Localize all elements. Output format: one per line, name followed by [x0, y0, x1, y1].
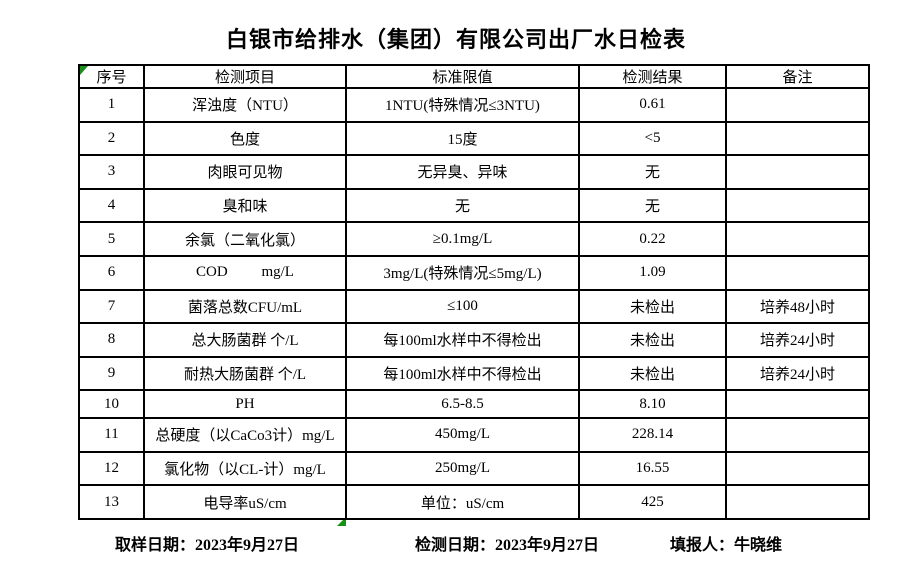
- cell-result: 无: [578, 187, 727, 224]
- cell-result: 0.22: [578, 221, 727, 257]
- cell-remark: [725, 389, 870, 420]
- cell-remark: [725, 254, 870, 291]
- cell-limit: 250mg/L: [345, 450, 580, 487]
- cell-limit: 6.5-8.5: [345, 389, 580, 420]
- table-row: 8 总大肠菌群 个/L 每100ml水样中不得检出 未检出 培养24小时: [78, 322, 870, 358]
- cell-remark: [725, 417, 870, 453]
- cell-limit: 450mg/L: [345, 417, 580, 453]
- cell-remark: 培养24小时: [725, 355, 870, 392]
- cell-item: 电导率uS/cm: [143, 484, 347, 520]
- cell-limit: 3mg/L(特殊情况≤5mg/L): [345, 254, 580, 291]
- header-row: 序号 检测项目 标准限值 检测结果 备注: [78, 64, 870, 89]
- cell-item: 菌落总数CFU/mL: [143, 288, 347, 325]
- cell-item: 臭和味: [143, 187, 347, 224]
- cell-item: 肉眼可见物: [143, 154, 347, 190]
- cell-index: 1: [78, 87, 145, 123]
- green-bottom-marker-icon: [337, 517, 346, 526]
- cell-result: 8.10: [578, 389, 727, 420]
- cell-limit: 每100ml水样中不得检出: [345, 322, 580, 358]
- table-row: 10 PH 6.5-8.5 8.10: [78, 389, 870, 420]
- cell-remark: [725, 154, 870, 190]
- cell-limit: 每100ml水样中不得检出: [345, 355, 580, 392]
- table-body: 1 浑浊度（NTU） 1NTU(特殊情况≤3NTU) 0.61 2 色度 15度 <5 3 肉眼可…: [78, 87, 870, 520]
- test-date-label: 检测日期：2023年9月27日: [415, 537, 600, 554]
- cell-remark: 培养24小时: [725, 322, 870, 358]
- cell-result: 425: [578, 484, 727, 520]
- table-row: 1 浑浊度（NTU） 1NTU(特殊情况≤3NTU) 0.61: [78, 87, 870, 123]
- cell-item: 色度: [143, 120, 347, 157]
- column-header-item: 检测项目: [143, 64, 347, 89]
- cell-index: 2: [78, 120, 145, 157]
- reporter-label: 填报人：牛晓维: [670, 537, 783, 554]
- cell-result: 未检出: [578, 355, 727, 392]
- cell-limit: ≤100: [345, 288, 580, 325]
- cell-remark: [725, 187, 870, 224]
- page-title: 白银市给排水（集团）有限公司出厂水日检表: [225, 27, 686, 52]
- cell-item: 总硬度（以CaCo3计）mg/L: [143, 417, 347, 453]
- table-row: 7 菌落总数CFU/mL ≤100 未检出 培养48小时: [78, 288, 870, 325]
- table-row: 12 氯化物（以CL-计）mg/L 250mg/L 16.55: [78, 450, 870, 487]
- cell-result: 未检出: [578, 288, 727, 325]
- cell-item: 氯化物（以CL-计）mg/L: [143, 450, 347, 487]
- cell-item: 浑浊度（NTU）: [143, 87, 347, 123]
- cell-result: <5: [578, 120, 727, 157]
- cell-index: 8: [78, 322, 145, 358]
- cell-item: PH: [143, 389, 347, 420]
- cell-remark: [725, 87, 870, 123]
- table-row: 5 余氯（二氧化氯） ≥0.1mg/L 0.22: [78, 221, 870, 257]
- cell-index: 11: [78, 417, 145, 453]
- column-header-limit: 标准限值: [345, 64, 580, 89]
- column-header-result: 检测结果: [578, 64, 727, 89]
- cell-remark: [725, 120, 870, 157]
- cell-item: COD mg/L: [143, 254, 347, 291]
- column-header-remark: 备注: [725, 64, 870, 89]
- cell-result: 228.14: [578, 417, 727, 453]
- cell-index: 4: [78, 187, 145, 224]
- cell-limit: 无异臭、异味: [345, 154, 580, 190]
- cell-limit: 1NTU(特殊情况≤3NTU): [345, 87, 580, 123]
- cell-index: 13: [78, 484, 145, 520]
- cell-index: 5: [78, 221, 145, 257]
- cell-index: 10: [78, 389, 145, 420]
- cell-limit: 无: [345, 187, 580, 224]
- table-header: 序号 检测项目 标准限值 检测结果 备注: [78, 64, 870, 89]
- table-row: 11 总硬度（以CaCo3计）mg/L 450mg/L 228.14: [78, 417, 870, 453]
- cell-item: 余氯（二氧化氯）: [143, 221, 347, 257]
- cell-limit: 15度: [345, 120, 580, 157]
- cell-remark: [725, 484, 870, 520]
- cell-index: 9: [78, 355, 145, 392]
- cell-limit: 单位：uS/cm: [345, 484, 580, 520]
- cell-remark: [725, 450, 870, 487]
- cell-index: 12: [78, 450, 145, 487]
- table-row: 2 色度 15度 <5: [78, 120, 870, 157]
- cell-index: 7: [78, 288, 145, 325]
- cell-index: 6: [78, 254, 145, 291]
- cell-limit: ≥0.1mg/L: [345, 221, 580, 257]
- cell-index: 3: [78, 154, 145, 190]
- cell-result: 无: [578, 154, 727, 190]
- cell-result: 0.61: [578, 87, 727, 123]
- cell-result: 1.09: [578, 254, 727, 291]
- inspection-table: 序号 检测项目 标准限值 检测结果 备注 1 浑浊度（NTU） 1NTU(特殊情况≤…: [78, 64, 870, 520]
- table-row: 6 COD mg/L 3mg/L(特殊情况≤5mg/L) 1.09: [78, 254, 870, 291]
- cell-remark: [725, 221, 870, 257]
- cell-item: 耐热大肠菌群 个/L: [143, 355, 347, 392]
- sampling-date-label: 取样日期：2023年9月27日: [115, 537, 300, 554]
- cell-result: 未检出: [578, 322, 727, 358]
- column-header-index: 序号: [78, 64, 145, 89]
- cell-item: 总大肠菌群 个/L: [143, 322, 347, 358]
- cell-remark: 培养48小时: [725, 288, 870, 325]
- cell-result: 16.55: [578, 450, 727, 487]
- table-row: 9 耐热大肠菌群 个/L 每100ml水样中不得检出 未检出 培养24小时: [78, 355, 870, 392]
- table-row: 3 肉眼可见物 无异臭、异味无: [78, 154, 870, 190]
- table-row: 4 臭和味无无: [78, 187, 870, 224]
- table-row: 13 电导率uS/cm 单位：uS/cm 425: [78, 484, 870, 520]
